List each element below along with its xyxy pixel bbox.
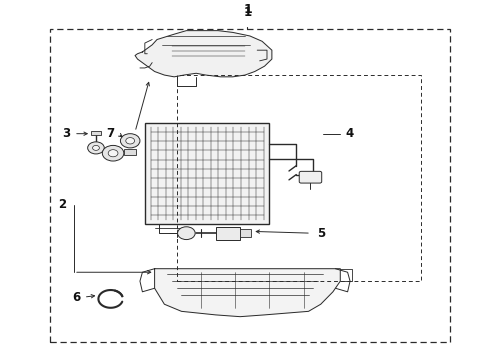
Bar — [49, 29, 450, 342]
Circle shape — [177, 227, 195, 239]
Circle shape — [108, 150, 118, 157]
Bar — [145, 123, 270, 224]
Bar — [145, 123, 270, 224]
Polygon shape — [155, 269, 340, 317]
Bar — [240, 229, 251, 238]
Polygon shape — [135, 31, 272, 77]
Bar — [176, 75, 421, 281]
Bar — [216, 227, 240, 239]
Text: 3: 3 — [63, 127, 71, 140]
Text: 4: 4 — [346, 127, 354, 140]
Text: 1: 1 — [244, 6, 251, 19]
FancyBboxPatch shape — [299, 171, 322, 183]
Text: 6: 6 — [73, 291, 80, 303]
Text: 5: 5 — [317, 227, 325, 240]
Circle shape — [102, 145, 124, 161]
Text: 7: 7 — [106, 127, 115, 140]
Circle shape — [121, 134, 140, 148]
Text: 1: 1 — [243, 4, 252, 17]
Text: 2: 2 — [58, 198, 66, 211]
Bar — [124, 149, 136, 155]
Bar — [91, 131, 101, 135]
Circle shape — [93, 145, 99, 150]
Circle shape — [126, 138, 135, 144]
Circle shape — [88, 142, 104, 154]
